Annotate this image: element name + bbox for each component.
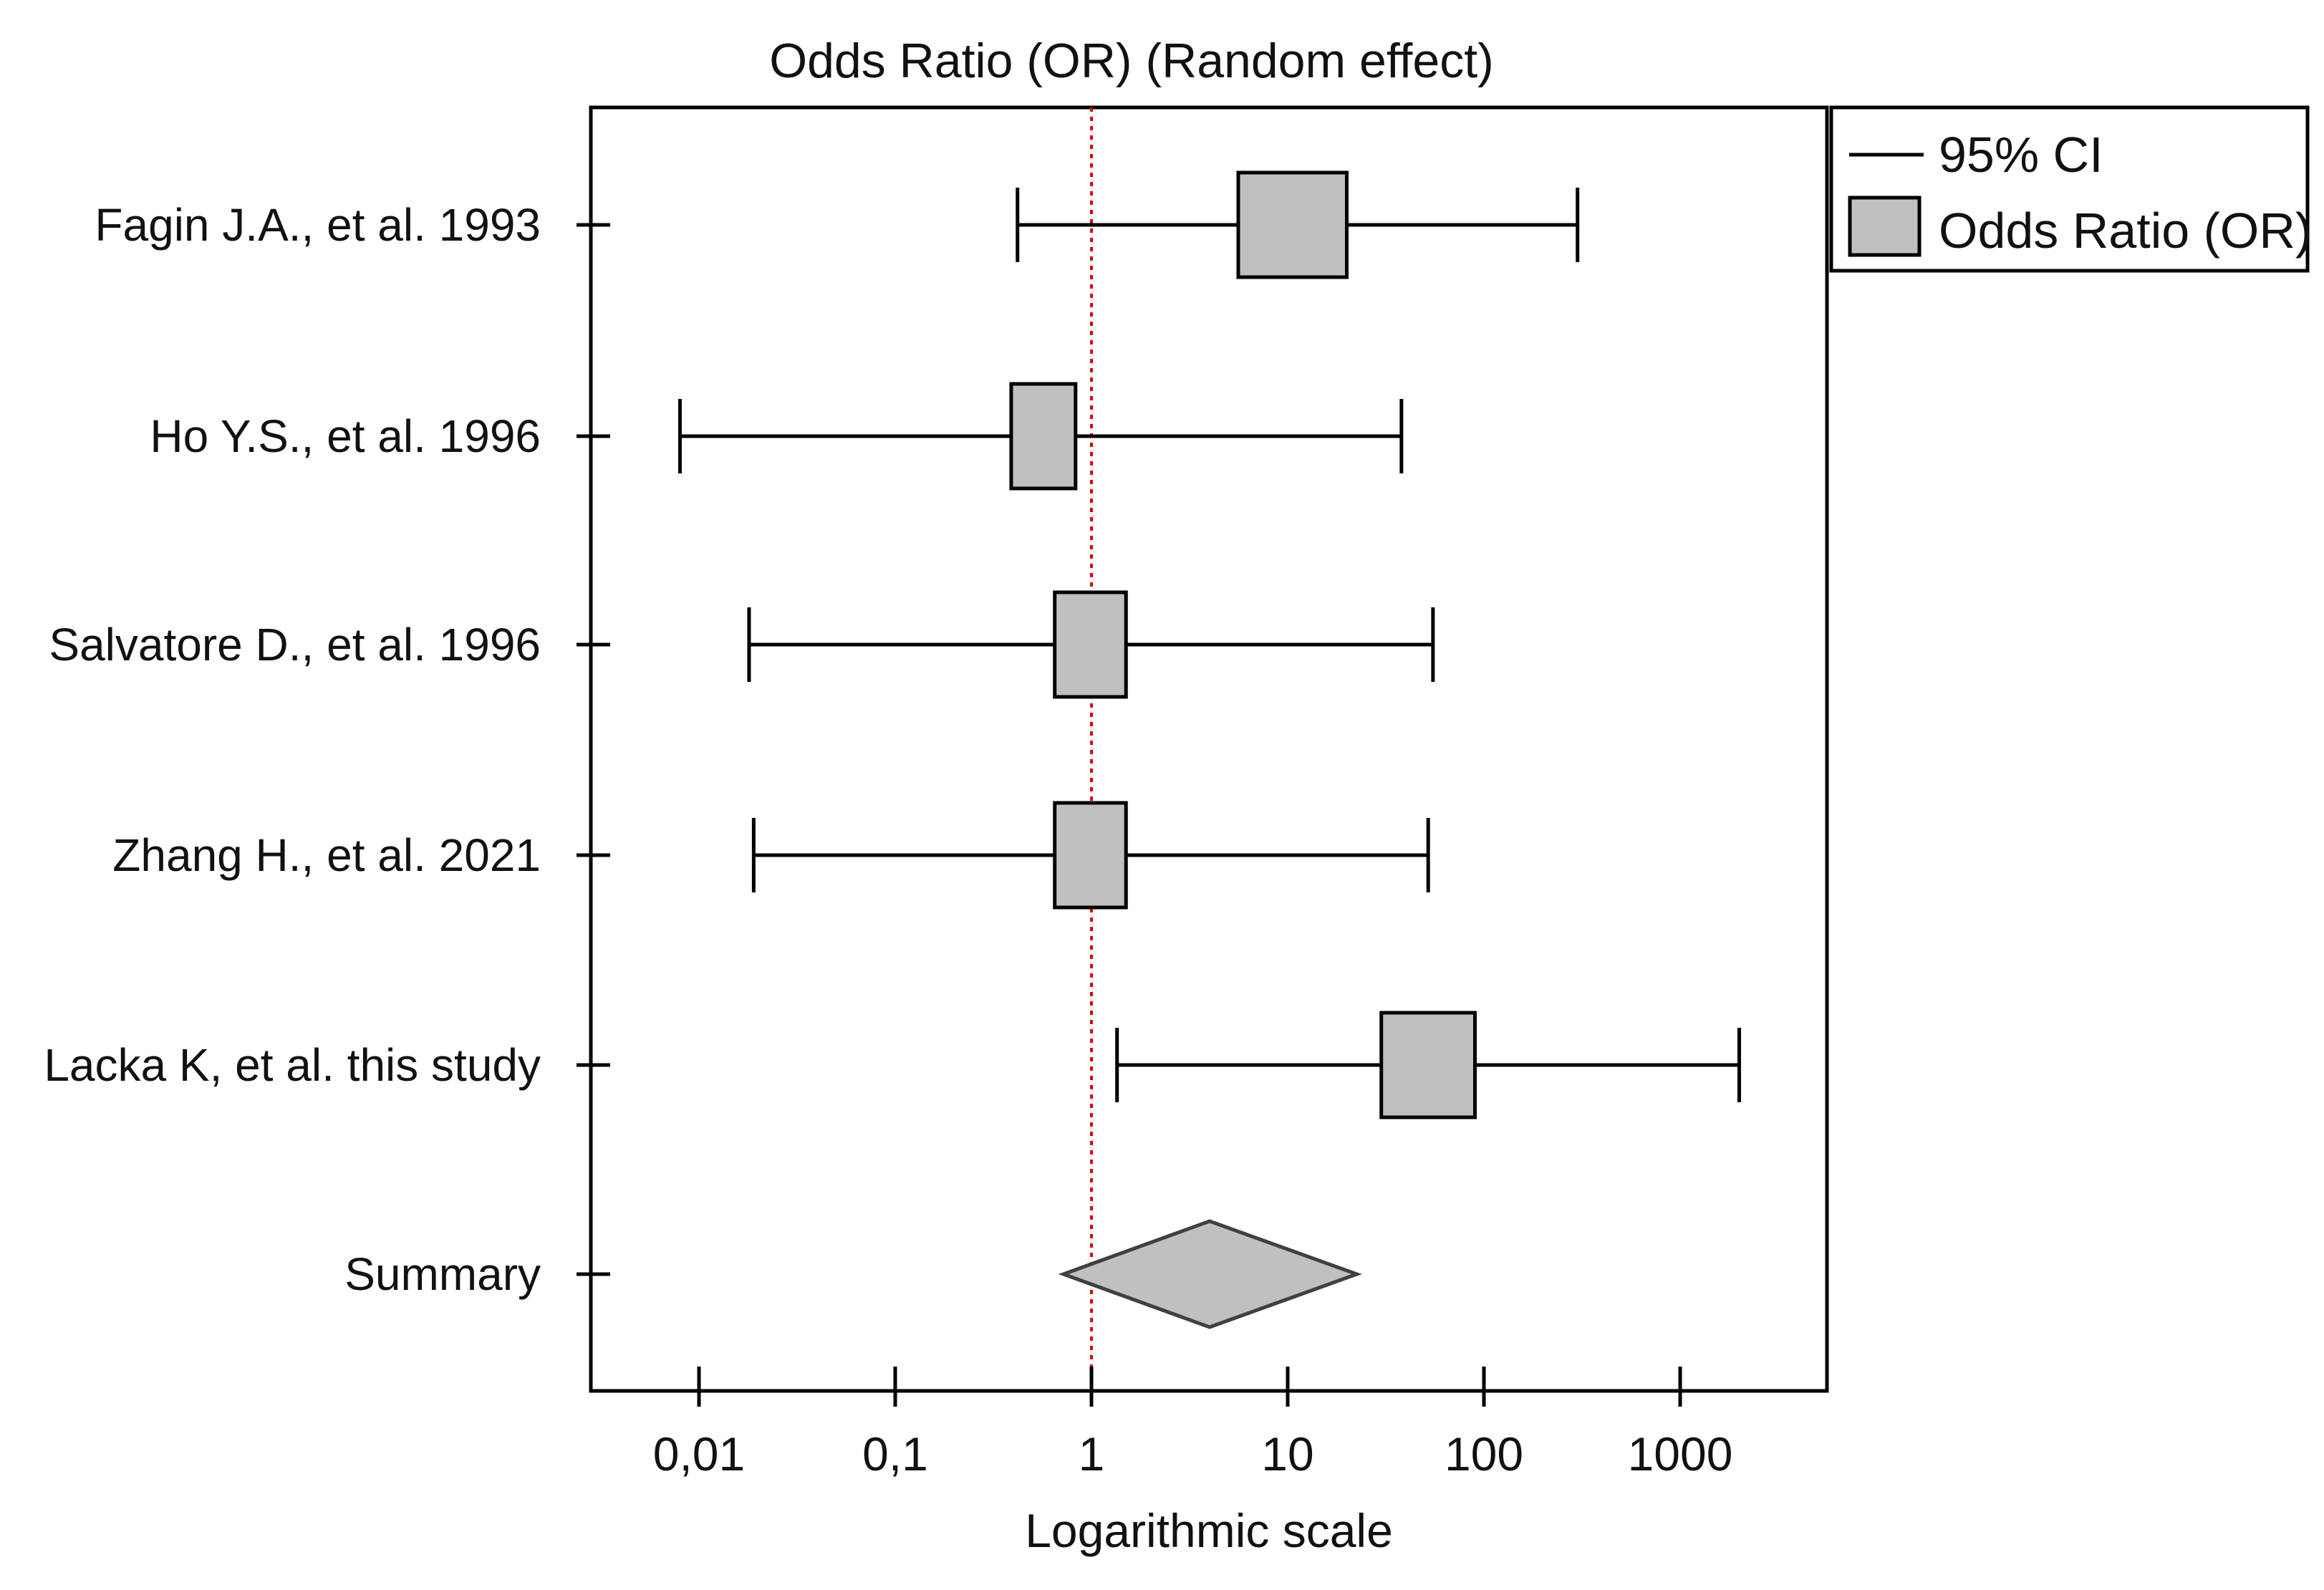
study-row: Zhang H., et al. 2021 bbox=[112, 801, 1430, 910]
or-box bbox=[1236, 170, 1349, 279]
or-box bbox=[1053, 801, 1128, 910]
study-label: Ho Y.S., et al. 1996 bbox=[150, 410, 541, 462]
or-box bbox=[1053, 590, 1128, 699]
study-label: Fagin J.A., et al. 1993 bbox=[95, 199, 541, 251]
x-tick-label: 1 bbox=[1079, 1427, 1105, 1480]
legend-frame bbox=[1829, 105, 2310, 273]
or-box bbox=[1009, 382, 1078, 491]
chart-title: Odds Ratio (OR) (Random effect) bbox=[769, 34, 1494, 88]
x-tick-label: 1000 bbox=[1628, 1427, 1733, 1480]
legend: 95% CI Odds Ratio (OR) bbox=[1829, 105, 2312, 273]
study-layer: Fagin J.A., et al. 1993 Ho Y.S., et al. 1… bbox=[44, 170, 1741, 1119]
or-box bbox=[1379, 1011, 1477, 1119]
summary-diamond bbox=[1058, 1219, 1362, 1329]
x-tick-label: 100 bbox=[1445, 1427, 1523, 1480]
study-row: Fagin J.A., et al. 1993 bbox=[95, 170, 1580, 279]
x-tick-label: 10 bbox=[1261, 1427, 1313, 1480]
legend-or-box bbox=[1848, 196, 1922, 257]
legend-ci-label: 95% CI bbox=[1939, 127, 2103, 183]
summary-layer: Summary bbox=[344, 1219, 1362, 1329]
study-row: Salvatore D., et al. 1996 bbox=[49, 590, 1435, 699]
x-tick-label: 0,01 bbox=[653, 1427, 745, 1480]
study-label: Lacka K, et al. this study bbox=[44, 1039, 541, 1091]
study-label: Zhang H., et al. 2021 bbox=[112, 829, 541, 881]
x-axis-title: Logarithmic scale bbox=[1025, 1504, 1393, 1557]
x-axis: 0,01 0,1 1 10 100 1000 bbox=[653, 1367, 1733, 1480]
study-row: Ho Y.S., et al. 1996 bbox=[150, 382, 1404, 491]
study-label: Salvatore D., et al. 1996 bbox=[49, 619, 541, 670]
summary-label: Summary bbox=[344, 1248, 541, 1300]
plot-frame bbox=[589, 105, 1829, 1393]
study-row: Lacka K, et al. this study bbox=[44, 1011, 1741, 1119]
x-tick-label: 0,1 bbox=[862, 1427, 928, 1480]
legend-or-label: Odds Ratio (OR) bbox=[1939, 203, 2312, 259]
